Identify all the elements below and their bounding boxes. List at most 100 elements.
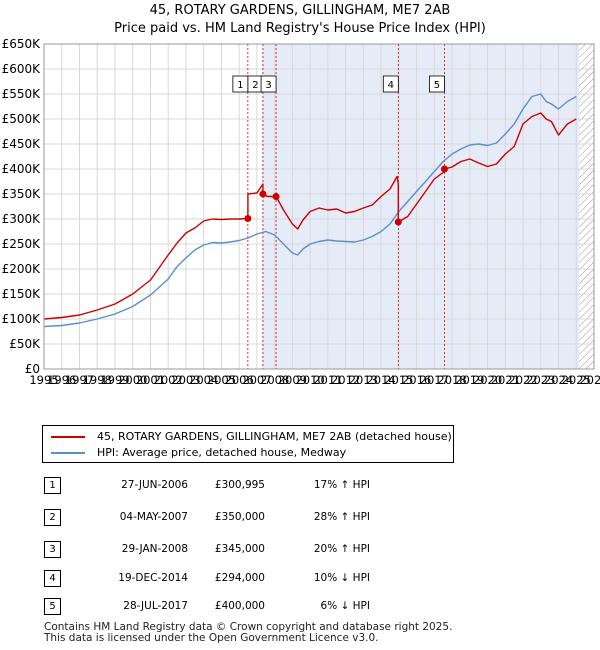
sale-marker-number: 1 <box>237 80 243 91</box>
sale-number: 1 <box>44 477 61 494</box>
sale-price: £345,000 <box>214 543 265 555</box>
x-tick-label: 2023 <box>526 373 555 387</box>
footer-licence: This data is licensed under the Open Gov… <box>44 632 379 644</box>
sale-marker-label: 4 <box>382 75 399 93</box>
y-tick-label: £550K <box>2 87 42 101</box>
sale-number: 2 <box>44 509 61 526</box>
sale-marker-number: 2 <box>252 80 258 91</box>
legend-label-property: 45, ROTARY GARDENS, GILLINGHAM, ME7 2AB … <box>97 430 452 443</box>
sale-date: 04-MAY-2007 <box>119 511 188 523</box>
x-tick-label: 1995 <box>29 373 58 387</box>
x-tick-label: 2016 <box>402 373 431 387</box>
sale-hpi-diff: 17% ↑ HPI <box>313 479 370 491</box>
x-tick-label: 2011 <box>313 373 342 387</box>
y-tick-label: £0 <box>25 362 40 376</box>
sale-date: 28-JUL-2017 <box>123 600 188 612</box>
sale-price: £350,000 <box>214 511 265 523</box>
sale-hpi-diff: 28% ↑ HPI <box>313 511 370 523</box>
sale-point <box>244 215 252 223</box>
legend-item-property: 45, ROTARY GARDENS, GILLINGHAM, ME7 2AB … <box>51 429 452 445</box>
sale-price: £400,000 <box>214 600 265 612</box>
legend-swatch-property <box>51 436 85 438</box>
sale-hpi-diff: 10% ↓ HPI <box>313 572 370 584</box>
y-tick-label: £650K <box>2 37 42 51</box>
x-tick-label: 2015 <box>384 373 413 387</box>
sale-marker-box <box>260 75 277 93</box>
x-tick-label: 2021 <box>491 373 520 387</box>
x-tick-label: 2017 <box>420 373 449 387</box>
sale-price: £294,000 <box>214 572 265 584</box>
property-price-line <box>43 112 577 320</box>
x-tick-label: 2009 <box>278 373 307 387</box>
sale-point <box>272 193 280 200</box>
sale-marker-number: 3 <box>265 80 271 91</box>
sale-point <box>259 190 267 198</box>
x-tick-label: 2019 <box>455 373 484 387</box>
legend-label-hpi: HPI: Average price, detached house, Medw… <box>97 446 347 459</box>
x-tick-label: 2003 <box>171 373 200 387</box>
sale-number: 5 <box>44 598 61 615</box>
sale-marker-number: 5 <box>434 80 440 91</box>
x-tick-label: 2018 <box>437 373 466 387</box>
table-row: 3 29-JAN-2008 £345,000 20% ↑ HPI <box>0 538 600 558</box>
x-tick-label: 2024 <box>544 373 573 387</box>
chart-title: 45, ROTARY GARDENS, GILLINGHAM, ME7 2AB <box>149 3 451 18</box>
table-row: 1 27-JUN-2006 £300,995 17% ↑ HPI <box>0 474 600 494</box>
sale-marker-label: 5 <box>429 75 445 93</box>
x-tick-label: 1996 <box>47 373 76 387</box>
x-tick-label: 2004 <box>189 373 218 387</box>
hpi-line <box>43 93 577 328</box>
table-row: 2 04-MAY-2007 £350,000 28% ↑ HPI <box>0 506 600 526</box>
footer-copyright: Contains HM Land Registry data © Crown c… <box>44 621 453 633</box>
sale-point <box>440 165 448 173</box>
legend-item-hpi: HPI: Average price, detached house, Medw… <box>51 445 346 461</box>
sale-hpi-diff: 20% ↑ HPI <box>313 543 370 555</box>
y-tick-label: £400K <box>2 162 42 176</box>
x-tick-label: 1998 <box>83 373 112 387</box>
price-chart: 1 2 3 4 5 £0 £50K £100K £150K £200K £250K £300K £350… <box>2 37 600 387</box>
y-tick-label: £500K <box>2 112 42 126</box>
sale-date: 19-DEC-2014 <box>118 572 188 584</box>
sale-marker-box <box>382 75 399 93</box>
x-tick-label: 2002 <box>154 373 183 387</box>
x-tick-label: 2001 <box>136 373 165 387</box>
x-tick-label: 1999 <box>100 373 129 387</box>
sale-marker-label: 1 <box>232 75 249 93</box>
legend: 45, ROTARY GARDENS, GILLINGHAM, ME7 2AB … <box>42 425 454 463</box>
x-tick-label: 2006 <box>225 373 254 387</box>
x-tick-label: 2007 <box>242 373 271 387</box>
legend-swatch-hpi <box>51 452 85 454</box>
x-tick-label: 2000 <box>118 373 147 387</box>
x-tick-label: 2025 <box>562 373 591 387</box>
x-tick-label: 2022 <box>508 373 537 387</box>
y-tick-label: £600K <box>2 62 42 76</box>
sale-point <box>394 218 402 226</box>
y-tick-label: £300K <box>2 212 42 226</box>
y-tick-label: £50K <box>9 337 41 351</box>
y-tick-label: £450K <box>2 137 42 151</box>
sale-marker-label: 3 <box>260 75 277 93</box>
sale-price: £300,995 <box>214 479 265 491</box>
sale-number: 4 <box>44 570 61 587</box>
x-tick-label: 2020 <box>473 373 502 387</box>
x-tick-label: 2010 <box>295 373 324 387</box>
table-row: 5 28-JUL-2017 £400,000 6% ↓ HPI <box>0 595 600 615</box>
y-tick-label: £250K <box>2 237 42 251</box>
chart-subtitle: Price paid vs. HM Land Registry's House … <box>114 21 486 36</box>
shaded-region <box>262 44 580 369</box>
y-tick-label: £100K <box>2 312 42 326</box>
x-tick-label: 2012 <box>331 373 360 387</box>
x-tick-label: 2005 <box>207 373 236 387</box>
table-row: 4 19-DEC-2014 £294,000 10% ↓ HPI <box>0 567 600 587</box>
sale-marker-number: 4 <box>388 80 394 91</box>
sale-date: 29-JAN-2008 <box>121 543 188 555</box>
x-tick-label: 2014 <box>366 373 395 387</box>
y-tick-label: £200K <box>2 262 42 276</box>
plot-border <box>43 43 595 370</box>
forecast-hatch <box>579 44 594 369</box>
sale-date: 27-JUN-2006 <box>121 479 188 491</box>
sale-number: 3 <box>44 541 61 558</box>
y-tick-label: £150K <box>2 287 42 301</box>
x-tick-label: 2026 <box>579 373 600 387</box>
sale-hpi-diff: 6% ↓ HPI <box>320 600 370 612</box>
